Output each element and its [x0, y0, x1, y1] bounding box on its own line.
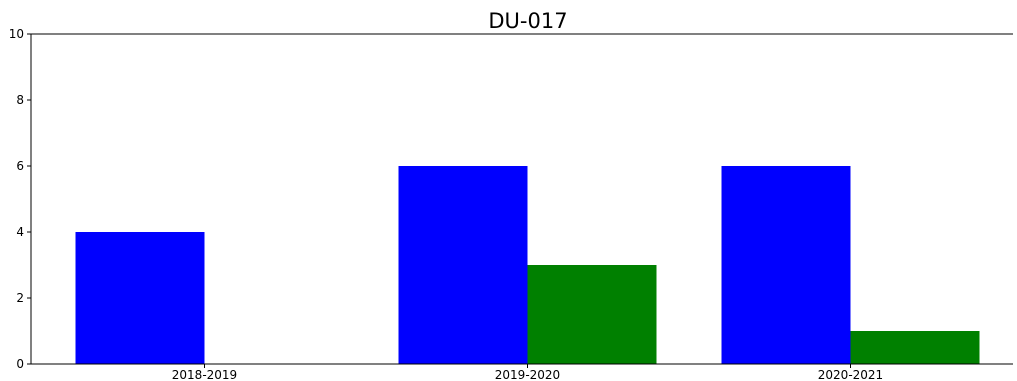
- x-tick-label: 2020-2021: [818, 368, 883, 381]
- bar-2020-2021-series-1: [721, 166, 851, 364]
- x-tick-label: 2019-2020: [495, 368, 560, 381]
- y-tick-label: 2: [16, 291, 24, 305]
- bar-2020-2021-series-2: [850, 331, 980, 364]
- y-tick-label: 6: [16, 159, 24, 173]
- bar-2018-2019-series-1: [75, 232, 205, 364]
- y-tick-label: 8: [16, 93, 24, 107]
- chart-title: DU-017: [488, 9, 567, 33]
- bar-2019-2020-series-2: [527, 265, 657, 364]
- y-tick-label: 0: [16, 357, 24, 371]
- bars-group: [75, 166, 980, 364]
- axes-frame: [30, 33, 1013, 365]
- x-axis: 2018-2019 2019-2020 2020-2021: [172, 364, 883, 381]
- y-tick-label: 4: [16, 225, 24, 239]
- x-tick-label: 2018-2019: [172, 368, 237, 381]
- bar-2019-2020-series-1: [398, 166, 528, 364]
- y-tick-label: 10: [9, 27, 24, 41]
- y-axis: 0 2 4 6 8 10: [9, 27, 31, 371]
